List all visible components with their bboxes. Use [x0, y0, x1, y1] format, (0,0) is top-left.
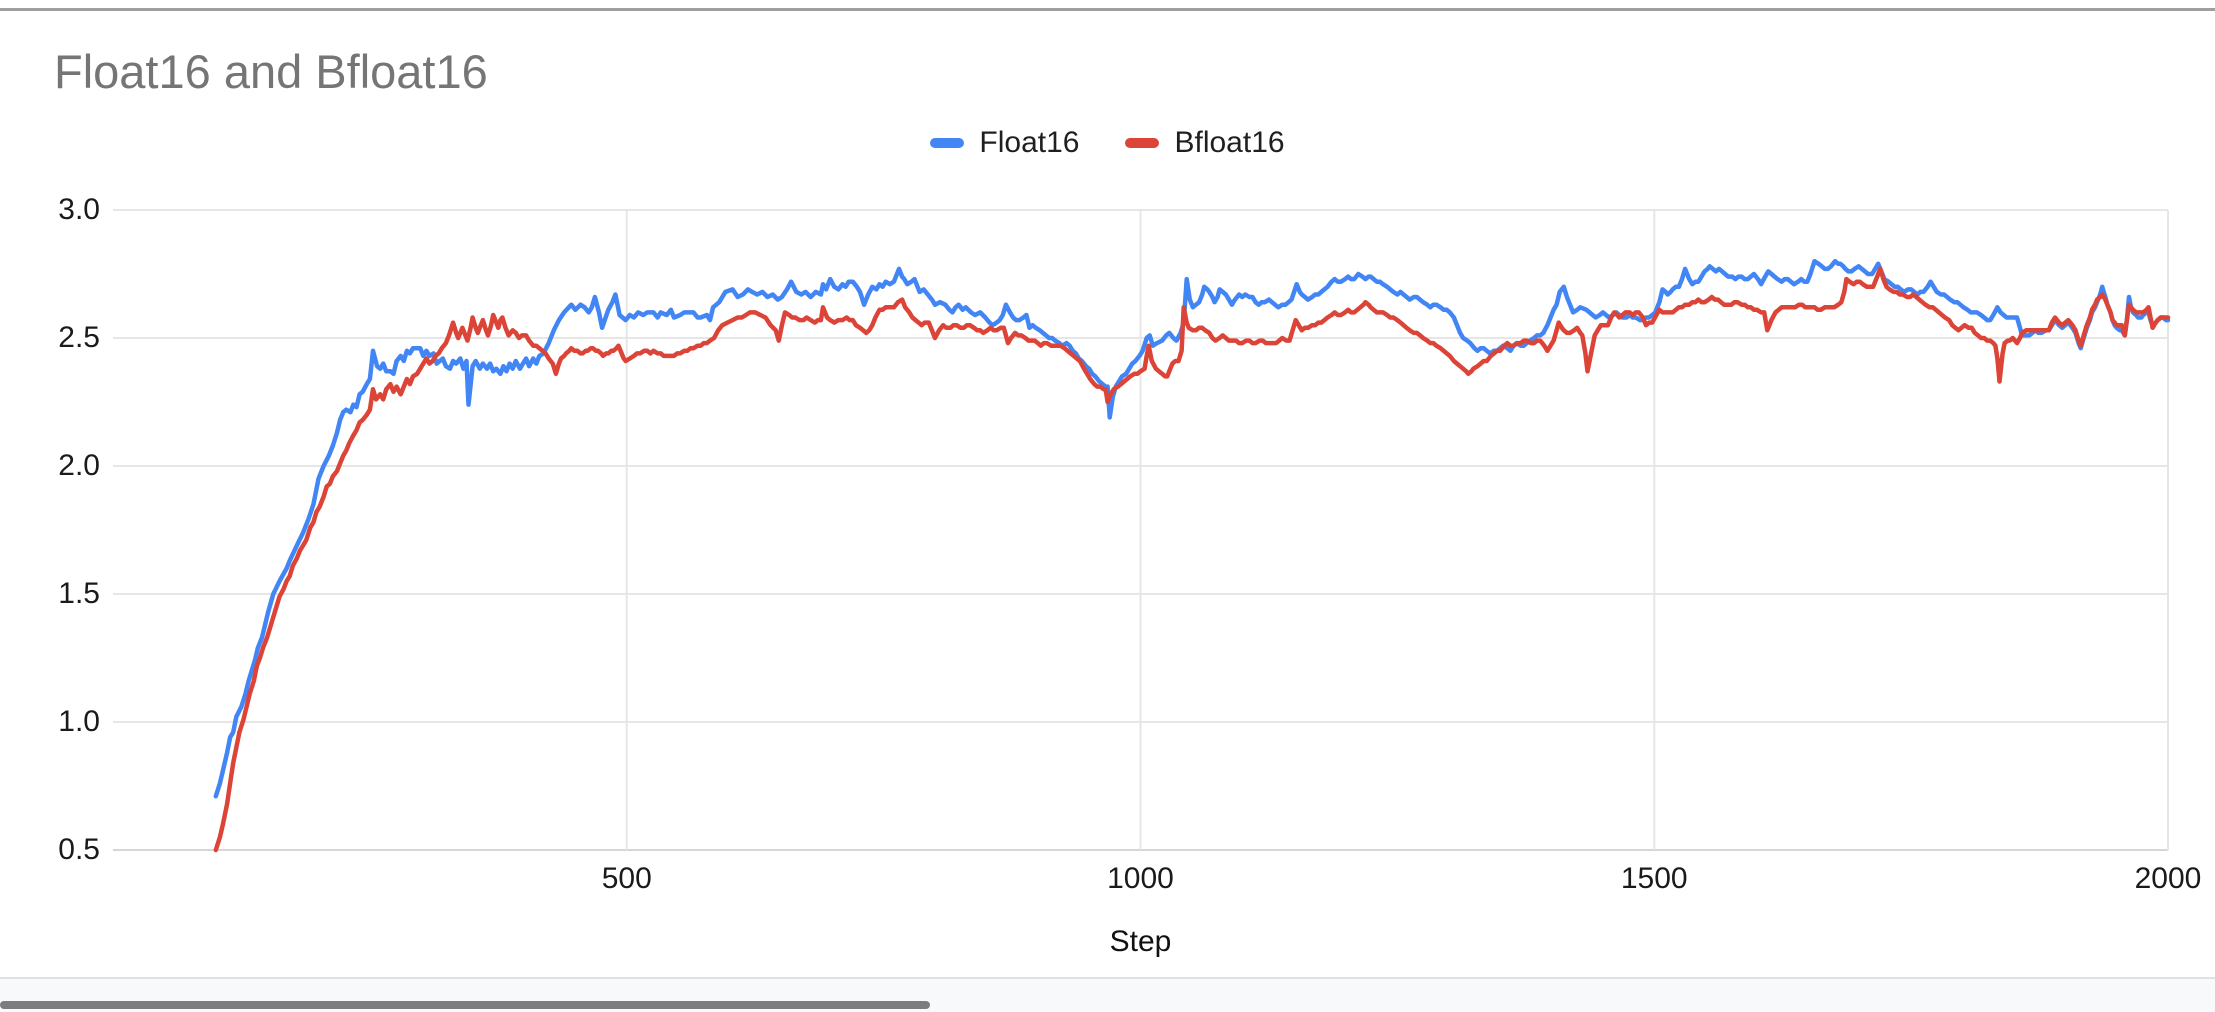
- horizontal-scrollbar-thumb[interactable]: [0, 1001, 931, 1009]
- x-tick-label-1000: 1000: [1107, 862, 1174, 895]
- x-axis-title: Step: [1109, 925, 1172, 958]
- legend-label-bfloat16: Bfloat16: [1174, 126, 1285, 159]
- horizontal-scrollbar-track[interactable]: [0, 977, 2215, 1012]
- chart-legend: Float16 Bfloat16: [0, 126, 2215, 160]
- x-tick-label-2000: 2000: [2134, 862, 2202, 895]
- series-line-bfloat16: [213, 266, 2171, 853]
- y-tick-label-3.0: 3.0: [58, 193, 100, 226]
- y-tick-label-2.5: 2.5: [58, 321, 100, 354]
- legend-label-float16: Float16: [979, 126, 1080, 159]
- x-tick-label-1500: 1500: [1620, 862, 1688, 895]
- y-tick-label-0.5: 0.5: [58, 833, 100, 866]
- y-tick-label-2.0: 2.0: [58, 449, 100, 482]
- legend-swatch-bfloat16-icon: [1125, 138, 1160, 148]
- top-divider: [0, 8, 2215, 11]
- y-tick-label-1.0: 1.0: [58, 705, 100, 738]
- chart-title: Float16 and Bfloat16: [54, 45, 488, 98]
- series-line-float16: [213, 258, 2171, 799]
- y-tick-label-1.5: 1.5: [58, 577, 100, 610]
- x-tick-label-500: 500: [601, 862, 652, 895]
- legend-item-bfloat16[interactable]: Bfloat16: [1125, 126, 1285, 160]
- legend-item-float16[interactable]: Float16: [930, 126, 1079, 160]
- legend-swatch-float16-icon: [930, 138, 965, 148]
